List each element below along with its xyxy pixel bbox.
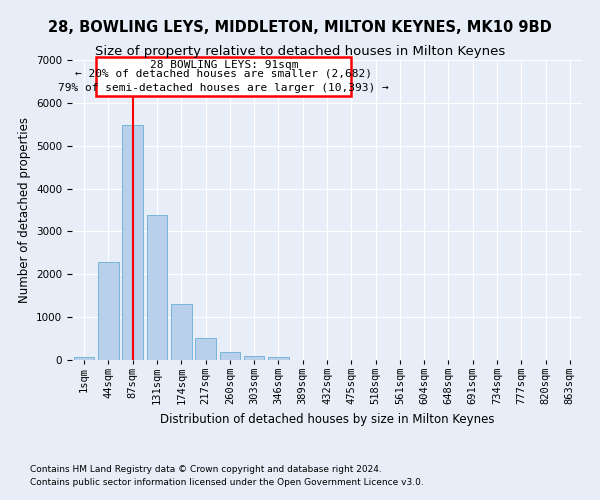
Bar [171, 304, 191, 360]
FancyBboxPatch shape [96, 57, 351, 96]
Bar [244, 356, 265, 360]
Bar [98, 262, 119, 360]
Bar [122, 125, 143, 360]
Text: Contains public sector information licensed under the Open Government Licence v3: Contains public sector information licen… [30, 478, 424, 487]
Bar [146, 215, 167, 360]
Text: 28, BOWLING LEYS, MIDDLETON, MILTON KEYNES, MK10 9BD: 28, BOWLING LEYS, MIDDLETON, MILTON KEYN… [48, 20, 552, 35]
Text: 28 BOWLING LEYS: 91sqm: 28 BOWLING LEYS: 91sqm [149, 60, 298, 70]
Bar [220, 352, 240, 360]
Bar [268, 357, 289, 360]
Bar [74, 357, 94, 360]
Text: Size of property relative to detached houses in Milton Keynes: Size of property relative to detached ho… [95, 45, 505, 58]
Text: ← 20% of detached houses are smaller (2,682): ← 20% of detached houses are smaller (2,… [75, 68, 372, 78]
Text: Contains HM Land Registry data © Crown copyright and database right 2024.: Contains HM Land Registry data © Crown c… [30, 466, 382, 474]
X-axis label: Distribution of detached houses by size in Milton Keynes: Distribution of detached houses by size … [160, 413, 494, 426]
Bar [195, 338, 216, 360]
Text: 79% of semi-detached houses are larger (10,393) →: 79% of semi-detached houses are larger (… [58, 83, 389, 93]
Y-axis label: Number of detached properties: Number of detached properties [17, 117, 31, 303]
